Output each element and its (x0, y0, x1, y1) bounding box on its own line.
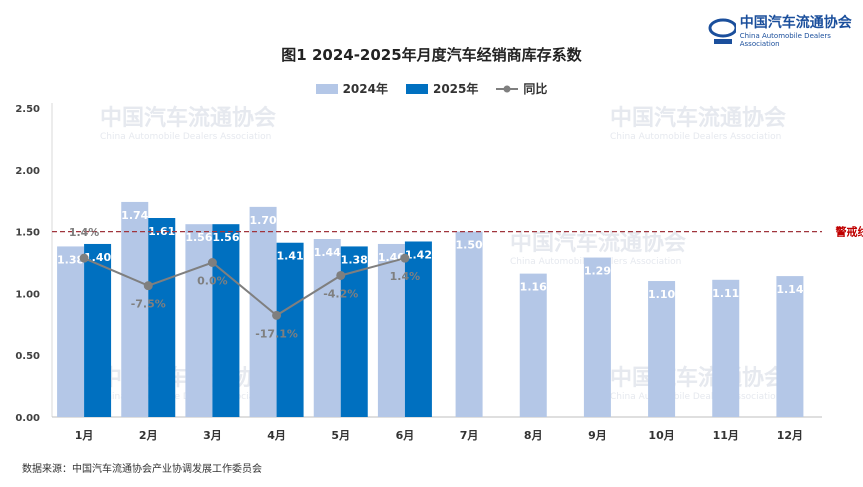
x-tick-label: 7月 (460, 429, 479, 442)
bar-2025年 (148, 218, 176, 417)
bar-value-label: 1.14 (776, 283, 803, 296)
bar-2025年 (404, 241, 432, 417)
x-tick-label: 2月 (139, 429, 158, 442)
bar-value-label: 1.16 (520, 281, 547, 294)
bar-value-label: 1.70 (250, 214, 277, 227)
bar-2025年 (212, 224, 240, 417)
legend-label: 2024年 (342, 82, 388, 96)
yoy-point (272, 310, 282, 320)
yoy-label: -7.5% (131, 298, 166, 311)
bar-value-label: 1.56 (212, 231, 239, 244)
bar-value-label: 1.10 (648, 288, 675, 301)
x-tick-label: 1月 (75, 429, 94, 442)
logo-en: China Automobile Dealers Association (739, 32, 831, 48)
bar-value-label: 1.44 (314, 246, 341, 259)
bar-2024年 (583, 257, 611, 417)
watermark-en: China Automobile Dealers Association (610, 392, 781, 402)
bar-value-label: 1.74 (121, 209, 148, 222)
chart-title: 图1 2024-2025年月度汽车经销商库存系数 (281, 46, 582, 64)
yoy-point (143, 281, 153, 291)
yoy-point (207, 258, 217, 267)
y-tick-label: 2.00 (15, 166, 40, 177)
x-tick-label: 5月 (331, 429, 350, 442)
y-tick-label: 0.50 (15, 351, 40, 362)
bar-2024年 (121, 201, 149, 417)
yoy-point (79, 253, 89, 263)
watermark-en: China Automobile Dealers Association (100, 132, 271, 142)
legend-label: 同比 (523, 82, 548, 96)
bar-value-label: 1.38 (57, 253, 84, 266)
legend-item-2025: 2025年 (405, 80, 479, 97)
x-tick-label: 3月 (203, 429, 222, 442)
watermark-text: 中国汽车流通协会 (510, 230, 686, 256)
watermark-text: 中国汽车流通协会 (100, 105, 276, 131)
y-tick-label: 1.00 (15, 289, 40, 300)
x-tick-label: 8月 (524, 429, 543, 442)
y-tick-label: 1.50 (15, 228, 40, 239)
bar-2024年 (712, 279, 740, 417)
x-tick-label: 11月 (713, 429, 739, 442)
bar-value-label: 1.41 (277, 250, 304, 263)
source-note: 数据来源：中国汽车流通协会产业协调发展工作委员会 (22, 464, 262, 475)
x-tick-label: 10月 (648, 429, 674, 442)
bar-2025年 (276, 242, 304, 417)
yoy-label: -17.1% (255, 327, 298, 340)
bar-value-label: 1.50 (456, 239, 483, 252)
bar-2025年 (84, 243, 112, 417)
bar-2024年 (776, 276, 804, 417)
bar-value-label: 1.38 (341, 253, 368, 266)
watermark-text: 中国汽车流通协会 (610, 105, 786, 131)
x-tick-label: 6月 (396, 429, 415, 442)
yoy-label: 1.4% (390, 270, 421, 283)
bar-value-label: 1.56 (185, 231, 212, 244)
bar-2024年 (185, 224, 213, 417)
y-tick-label: 0.00 (15, 413, 40, 424)
yoy-line (83, 257, 406, 317)
legend-line-marker (496, 85, 519, 92)
reference-line-label: 警戒线 (835, 225, 863, 239)
cada-logo-icon (708, 18, 736, 44)
yoy-point (400, 253, 410, 263)
watermark-text: 中国汽车流通协会 (610, 365, 786, 391)
logo: 中国汽车流通协会 China Automobile Dealers Associ… (708, 12, 863, 48)
bar-value-label: 1.61 (148, 225, 175, 238)
yoy-point (336, 270, 346, 280)
x-tick-label: 9月 (588, 429, 607, 442)
y-tick-label: 2.50 (15, 104, 40, 115)
legend-item-yoy: 同比 (496, 80, 547, 97)
bar-value-label: 1.11 (712, 287, 739, 300)
legend-swatch (315, 83, 338, 94)
bar-2024年 (519, 273, 547, 417)
watermark-en: China Automobile Dealers Association (610, 132, 781, 142)
bar-2024年 (648, 281, 676, 417)
logo-cn: 中国汽车流通协会 (739, 15, 852, 31)
bar-2024年 (57, 246, 85, 417)
legend-label: 2025年 (432, 82, 479, 96)
yoy-label: 1.4% (69, 226, 100, 239)
legend-item-2024: 2024年 (315, 80, 388, 97)
yoy-label: -4.2% (323, 287, 358, 300)
bar-value-label: 1.42 (405, 248, 432, 261)
bar-2024年 (455, 231, 483, 417)
legend-swatch (405, 83, 428, 94)
bar-2024年 (313, 239, 341, 417)
legend: 2024年 2025年 同比 (0, 80, 863, 97)
x-tick-label: 12月 (777, 429, 803, 442)
x-tick-label: 4月 (267, 429, 286, 442)
yoy-label: 0.0% (197, 275, 228, 288)
bar-value-label: 1.29 (584, 265, 611, 278)
bar-2024年 (377, 243, 405, 417)
